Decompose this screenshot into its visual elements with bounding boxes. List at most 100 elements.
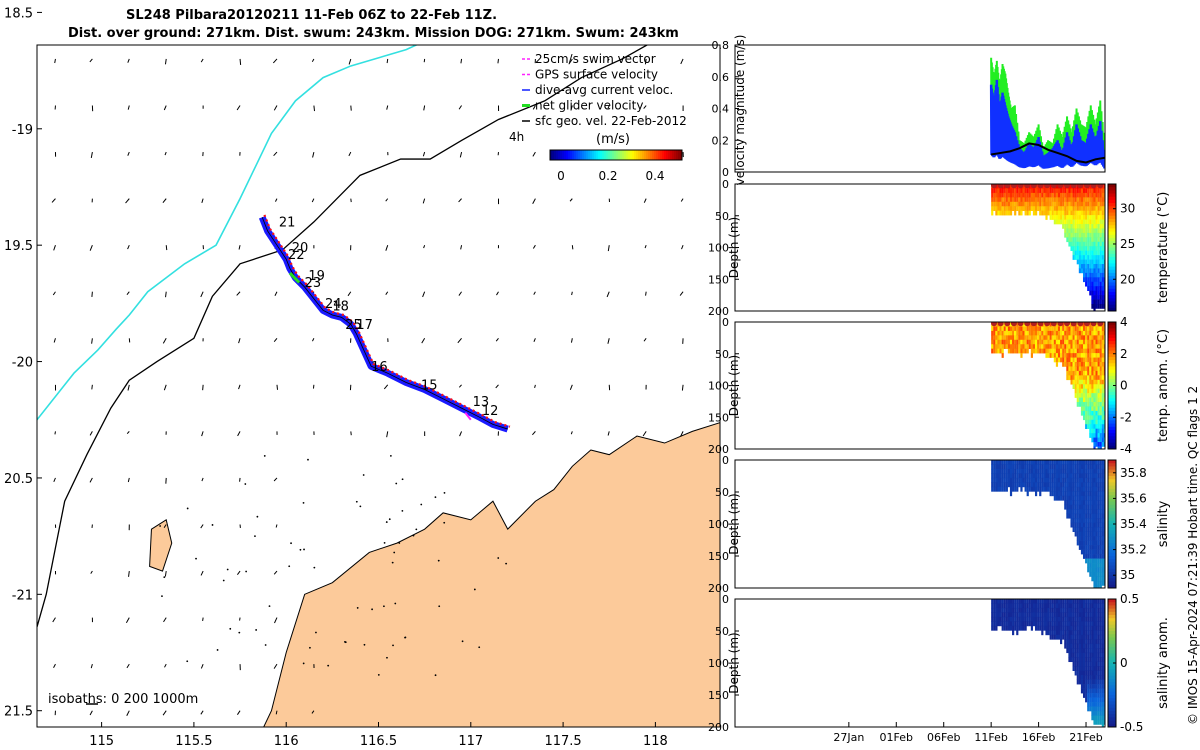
section-cell [1093, 446, 1096, 449]
section-cell [1074, 348, 1077, 354]
section-cell [1022, 603, 1025, 609]
section-cell [1062, 357, 1065, 363]
section-cell [1082, 388, 1086, 394]
section-cell [1024, 612, 1027, 618]
section-cell [1082, 554, 1086, 559]
section-cell [1089, 255, 1092, 260]
section-cell [1043, 326, 1046, 332]
section-cell [1041, 468, 1044, 474]
section-cell [1085, 277, 1088, 283]
section-cell [1082, 206, 1086, 211]
section-cell [1103, 706, 1105, 712]
section-cell [1099, 428, 1102, 434]
section-cell [1091, 335, 1094, 341]
section-cell [1062, 201, 1065, 207]
section-cell [991, 468, 994, 474]
section-cell [1078, 192, 1081, 198]
section-cell [1049, 192, 1052, 198]
legend-colorbar-tick-label: 0 [557, 169, 565, 183]
section-cell [1012, 339, 1015, 345]
section-cell [1097, 197, 1100, 203]
section-cell [1087, 402, 1090, 407]
current-vector-arrow [54, 431, 56, 435]
section-cell [993, 339, 996, 345]
section-cell [1089, 648, 1092, 654]
section-cell [1003, 326, 1006, 332]
section-cell [1078, 206, 1081, 211]
section-cell [1078, 402, 1081, 407]
section-cell [1062, 362, 1065, 367]
section-cell [1064, 468, 1067, 474]
section-cell [1074, 241, 1077, 247]
section-cell [1080, 264, 1084, 269]
section-cell [1089, 402, 1092, 407]
section-cell [1080, 259, 1084, 265]
section-cell [991, 599, 994, 604]
section-cell [1032, 477, 1036, 483]
colorbar-tick-label: 35.4 [1120, 517, 1147, 531]
colorbar-cell [1108, 517, 1116, 522]
section-cell [1066, 491, 1069, 497]
surface-marker [1024, 184, 1031, 189]
section-cell [1103, 206, 1105, 211]
section-cell [1045, 612, 1048, 618]
section-cell [1082, 410, 1086, 416]
section-cell [993, 206, 996, 211]
section-cell [1087, 464, 1090, 470]
section-cell [1093, 402, 1096, 407]
section-cell [1087, 353, 1090, 358]
section-cell [1057, 210, 1061, 216]
current-vector-arrow [163, 617, 167, 623]
section-cell [1055, 215, 1059, 220]
section-cell [1076, 513, 1079, 519]
section-cell [1097, 362, 1100, 367]
section-cell [1064, 491, 1067, 497]
section-cell [1014, 612, 1017, 618]
surface-marker [1057, 322, 1064, 327]
section-cell [1082, 522, 1086, 528]
section-cell [1039, 491, 1042, 497]
reef-dot [344, 641, 347, 644]
section-cell [1085, 540, 1088, 546]
section-cell [1051, 477, 1054, 483]
section-cell [1070, 625, 1073, 631]
section-cell [1089, 464, 1092, 470]
date-x-tick-label: 21Feb [1069, 731, 1102, 744]
section-cell [1070, 616, 1073, 622]
section-cell [1093, 353, 1096, 358]
section-cell [1089, 219, 1092, 225]
section-cell [1037, 477, 1040, 483]
section-cell [1097, 697, 1100, 703]
section-cell [999, 335, 1002, 341]
colorbar-cell [1108, 445, 1116, 450]
section-cell [1082, 197, 1086, 203]
section-cell [1103, 607, 1105, 613]
section-cell [1074, 246, 1077, 251]
section-cell [1018, 344, 1021, 349]
section-cell [1068, 206, 1071, 211]
section-cell [1005, 477, 1008, 483]
section-cell [1074, 375, 1077, 381]
section-cell [1076, 652, 1079, 658]
current-vector-arrow [53, 245, 56, 251]
section-cell [999, 482, 1002, 488]
current-vector-arrow [164, 58, 167, 65]
section-cell [1103, 634, 1105, 640]
section-cell [1001, 197, 1004, 203]
section-cell [1003, 201, 1006, 207]
section-cell [993, 344, 996, 349]
section-cell [1051, 188, 1054, 194]
section-cell [1070, 495, 1073, 501]
section-cell [1078, 210, 1081, 216]
section-cell [1085, 246, 1088, 251]
section-cell [1078, 477, 1081, 483]
section-cell [1060, 486, 1063, 492]
section-cell [1012, 464, 1015, 470]
isobath-1000m-line [37, 45, 649, 628]
velocity-y-tick-label: 0.2 [712, 134, 730, 147]
section-cell [1101, 402, 1104, 407]
section-cell [1064, 630, 1067, 636]
section-cell [1034, 330, 1038, 336]
section-cell [1076, 348, 1079, 354]
